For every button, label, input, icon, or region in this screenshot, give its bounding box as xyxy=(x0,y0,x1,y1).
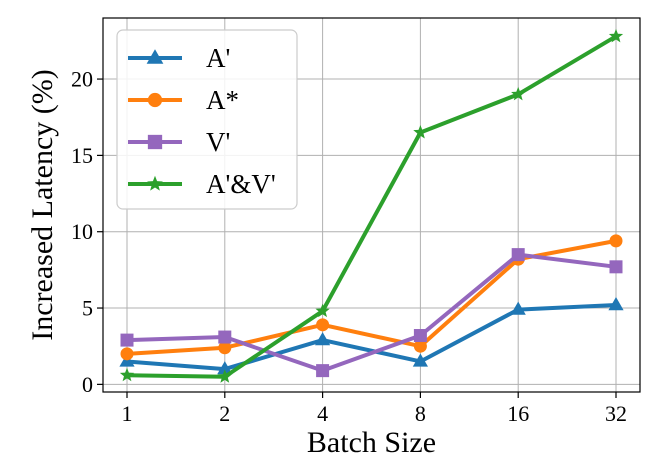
y-tick-label: 10 xyxy=(71,219,93,244)
legend-label: A* xyxy=(206,85,239,115)
x-tick-label: 16 xyxy=(507,401,529,426)
x-tick-label: 2 xyxy=(219,401,230,426)
legend-label: V' xyxy=(206,127,230,157)
data-point xyxy=(510,301,526,315)
legend-entry: A'&V' xyxy=(128,169,276,199)
data-point xyxy=(316,318,330,332)
series-star xyxy=(119,28,624,383)
data-point xyxy=(217,361,233,375)
data-point xyxy=(413,124,428,139)
legend-marker xyxy=(146,49,164,64)
data-point xyxy=(119,367,135,382)
x-tick-label: 8 xyxy=(415,401,426,426)
data-point xyxy=(609,234,623,248)
data-point xyxy=(315,303,330,318)
data-point xyxy=(218,330,232,344)
y-tick-label: 20 xyxy=(71,67,93,92)
series-triangle xyxy=(119,296,624,375)
y-tick-label: 0 xyxy=(82,372,93,397)
data-point xyxy=(413,329,427,343)
legend-entry: A' xyxy=(128,43,230,73)
legend-marker xyxy=(147,92,163,108)
y-tick-label: 15 xyxy=(71,143,93,168)
data-point xyxy=(511,86,526,101)
data-point xyxy=(413,339,427,353)
series-line xyxy=(125,34,618,379)
data-point xyxy=(608,28,624,43)
series-line xyxy=(125,252,618,373)
data-point xyxy=(218,341,232,355)
x-axis-label: Batch Size xyxy=(307,426,436,459)
data-point xyxy=(120,347,134,361)
data-point xyxy=(608,296,624,311)
series-line xyxy=(125,302,618,372)
legend-marker xyxy=(147,175,163,191)
legend: A' A* V' A'&V' xyxy=(116,29,298,210)
y-axis-label: Increased Latency (%) xyxy=(26,69,59,341)
data-point xyxy=(316,364,330,378)
ticks: 1 2 4 8 16 32 0 5 10 15 20 xyxy=(71,67,627,426)
y-tick-label: 5 xyxy=(82,296,93,321)
series-circle xyxy=(120,234,623,361)
legend-box xyxy=(116,29,298,210)
x-tick-label: 32 xyxy=(605,401,627,426)
series-layer xyxy=(119,28,624,383)
series-square xyxy=(120,248,623,378)
data-point xyxy=(315,332,331,346)
data-point xyxy=(609,260,623,274)
data-point xyxy=(511,248,525,262)
legend-entry: V' xyxy=(128,127,230,157)
data-point xyxy=(120,333,134,347)
legend-entry: A* xyxy=(128,85,239,115)
legend-marker xyxy=(147,134,163,150)
data-point xyxy=(217,369,232,383)
data-point xyxy=(412,353,428,367)
x-tick-label: 4 xyxy=(317,401,328,426)
x-tick-label: 1 xyxy=(122,401,133,426)
plot-frame xyxy=(102,17,641,393)
legend-label: A' xyxy=(206,43,230,73)
legend-label: A'&V' xyxy=(206,169,276,199)
